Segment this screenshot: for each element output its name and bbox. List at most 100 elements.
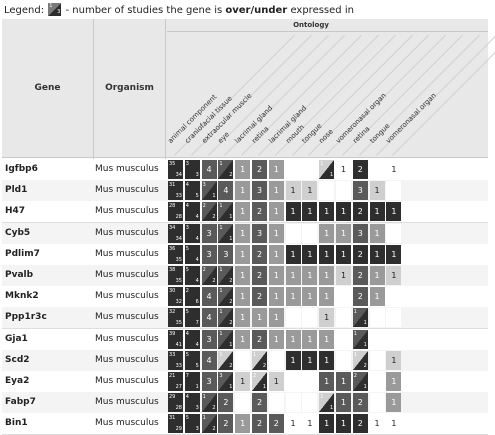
expression-cell[interactable] xyxy=(285,308,301,328)
expression-cell[interactable]: 3 xyxy=(201,329,217,349)
expression-cell[interactable] xyxy=(285,160,301,179)
expression-cell[interactable]: 3 xyxy=(201,244,217,264)
expression-cell[interactable]: 4 xyxy=(201,308,217,328)
gene-name[interactable]: Ppp1r3c xyxy=(5,312,47,323)
gene-name[interactable]: Eya2 xyxy=(5,376,30,386)
expression-cell[interactable]: 1 xyxy=(369,223,385,243)
expression-cell[interactable] xyxy=(235,350,251,370)
expression-cell[interactable]: 1 xyxy=(285,350,301,370)
gene-name[interactable]: Igfbp6 xyxy=(5,164,38,174)
expression-cell[interactable]: 1 xyxy=(369,244,385,264)
expression-cell[interactable]: 32 35 xyxy=(168,308,183,328)
expression-cell[interactable]: 1 xyxy=(285,287,301,307)
expression-cell[interactable]: 2 xyxy=(352,202,368,222)
expression-cell[interactable]: 1 xyxy=(386,160,402,179)
expression-cell[interactable]: 38 35 xyxy=(168,266,183,285)
expression-cell[interactable] xyxy=(386,223,402,243)
expression-cell[interactable] xyxy=(302,372,318,391)
expression-cell[interactable]: 1 xyxy=(235,372,251,391)
expression-cell[interactable] xyxy=(369,308,385,328)
expression-cell[interactable]: 2 xyxy=(252,244,267,264)
expression-cell[interactable]: 1 xyxy=(235,202,251,222)
expression-cell[interactable]: 1 xyxy=(285,244,301,264)
expression-cell[interactable] xyxy=(336,350,351,370)
expression-cell[interactable]: 1 xyxy=(302,202,318,222)
expression-cell[interactable] xyxy=(319,181,335,201)
expression-cell[interactable]: 1 xyxy=(319,350,335,370)
gene-name[interactable]: Cyb5 xyxy=(5,227,31,238)
expression-cell[interactable]: 1 xyxy=(302,350,318,370)
expression-cell[interactable]: 1 xyxy=(386,202,402,222)
expression-cell[interactable]: 1 xyxy=(302,244,318,264)
expression-cell[interactable]: 2 xyxy=(252,266,267,285)
gene-name[interactable]: Pvalb xyxy=(5,270,34,280)
expression-cell[interactable]: 4 xyxy=(218,181,234,201)
expression-cell[interactable]: 1 xyxy=(302,181,318,201)
organism-column-header[interactable]: Organism xyxy=(105,83,154,93)
expression-cell[interactable]: 28 28 xyxy=(168,202,183,222)
expression-cell[interactable] xyxy=(285,372,301,391)
expression-cell[interactable]: 1 xyxy=(252,308,267,328)
expression-cell[interactable]: 36 35 xyxy=(168,244,183,264)
expression-cell[interactable]: 1 xyxy=(268,202,284,222)
gene-name[interactable]: Pld1 xyxy=(5,185,28,196)
expression-cell[interactable]: 1 xyxy=(386,372,402,391)
expression-cell[interactable]: 1 xyxy=(268,372,284,391)
expression-cell[interactable]: 1 xyxy=(235,266,251,285)
gene-name[interactable]: H47 xyxy=(5,206,26,217)
expression-cell[interactable] xyxy=(235,393,251,413)
expression-cell[interactable]: 2 xyxy=(352,287,368,307)
expression-cell[interactable] xyxy=(336,329,351,349)
expression-cell[interactable]: 3 xyxy=(252,223,267,243)
expression-cell[interactable]: 1 xyxy=(302,266,318,285)
expression-cell[interactable]: 1 xyxy=(336,202,351,222)
expression-cell[interactable]: 3 xyxy=(352,223,368,243)
expression-cell[interactable]: 1 xyxy=(386,350,402,370)
expression-cell[interactable]: 35 34 xyxy=(168,160,183,179)
expression-cell[interactable]: 33 33 xyxy=(168,350,183,370)
expression-cell[interactable]: 1 xyxy=(268,181,284,201)
expression-cell[interactable] xyxy=(302,393,318,413)
expression-cell[interactable]: 30 32 xyxy=(168,287,183,307)
expression-cell[interactable]: 2 xyxy=(218,393,234,413)
expression-cell[interactable]: 1 xyxy=(268,329,284,349)
expression-cell[interactable]: 2 xyxy=(252,202,267,222)
expression-cell[interactable] xyxy=(336,287,351,307)
expression-cell[interactable]: 1 xyxy=(235,329,251,349)
expression-cell[interactable] xyxy=(369,372,385,391)
expression-cell[interactable]: 3 xyxy=(201,223,217,243)
expression-cell[interactable] xyxy=(336,181,351,201)
expression-cell[interactable]: 1 xyxy=(235,181,251,201)
expression-cell[interactable]: 1 xyxy=(235,244,251,264)
expression-cell[interactable]: 1 xyxy=(268,287,284,307)
gene-name[interactable]: Bin1 xyxy=(5,418,28,429)
gene-name[interactable]: Pdlim7 xyxy=(5,248,40,259)
expression-cell[interactable]: 1 xyxy=(319,287,335,307)
expression-cell[interactable]: 1 xyxy=(336,266,351,285)
expression-cell[interactable]: 2 xyxy=(252,287,267,307)
expression-cell[interactable]: 4 xyxy=(201,350,217,370)
expression-cell[interactable]: 1 xyxy=(336,244,351,264)
expression-cell[interactable]: 1 xyxy=(302,287,318,307)
expression-cell[interactable]: 1 xyxy=(235,223,251,243)
